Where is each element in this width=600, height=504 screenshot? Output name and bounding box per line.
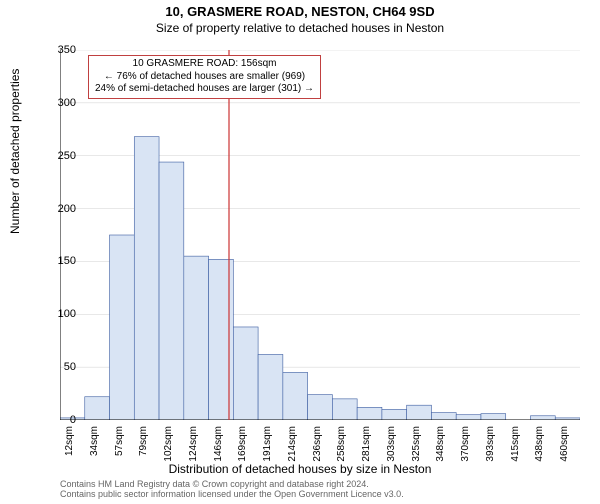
histogram-plot <box>60 50 580 420</box>
x-tick-label: 57sqm <box>114 426 125 456</box>
x-tick-label: 214sqm <box>287 426 298 462</box>
y-axis-label: Number of detached properties <box>8 69 22 234</box>
chart-area <box>60 50 580 420</box>
y-tick-label: 150 <box>58 255 76 267</box>
x-tick-label: 191sqm <box>262 426 273 462</box>
x-tick-label: 102sqm <box>163 426 174 462</box>
x-tick-label: 415sqm <box>510 426 521 462</box>
x-tick-label: 393sqm <box>485 426 496 462</box>
x-tick-label: 438sqm <box>534 426 545 462</box>
x-tick-label: 348sqm <box>435 426 446 462</box>
x-tick-label: 124sqm <box>188 426 199 462</box>
x-tick-label: 325sqm <box>411 426 422 462</box>
y-tick-label: 200 <box>58 203 76 215</box>
x-tick-label: 12sqm <box>64 426 75 456</box>
y-tick-label: 0 <box>70 414 76 426</box>
y-tick-label: 300 <box>58 97 76 109</box>
x-tick-label: 281sqm <box>361 426 372 462</box>
callout-line-1: 10 GRASMERE ROAD: 156sqm <box>95 58 314 71</box>
x-tick-label: 236sqm <box>312 426 323 462</box>
marker-callout: 10 GRASMERE ROAD: 156sqm ← 76% of detach… <box>88 55 321 99</box>
callout-line-3: 24% of semi-detached houses are larger (… <box>95 83 314 96</box>
x-tick-label: 146sqm <box>213 426 224 462</box>
y-tick-label: 100 <box>58 308 76 320</box>
page-subtitle: Size of property relative to detached ho… <box>0 21 600 35</box>
x-tick-label: 303sqm <box>386 426 397 462</box>
x-tick-label: 79sqm <box>138 426 149 456</box>
y-tick-label: 250 <box>58 150 76 162</box>
x-tick-label: 169sqm <box>237 426 248 462</box>
x-tick-label: 258sqm <box>336 426 347 462</box>
x-tick-label: 370sqm <box>460 426 471 462</box>
footer-line-2: Contains public sector information licen… <box>60 490 404 500</box>
y-tick-label: 350 <box>58 44 76 56</box>
y-tick-label: 50 <box>64 361 76 373</box>
footer-attr: Contains HM Land Registry data © Crown c… <box>60 480 404 500</box>
x-tick-label: 34sqm <box>89 426 100 456</box>
callout-line-2: ← 76% of detached houses are smaller (96… <box>95 71 314 84</box>
x-tick-label: 460sqm <box>559 426 570 462</box>
x-axis-label: Distribution of detached houses by size … <box>0 462 600 476</box>
page-title: 10, GRASMERE ROAD, NESTON, CH64 9SD <box>0 4 600 19</box>
